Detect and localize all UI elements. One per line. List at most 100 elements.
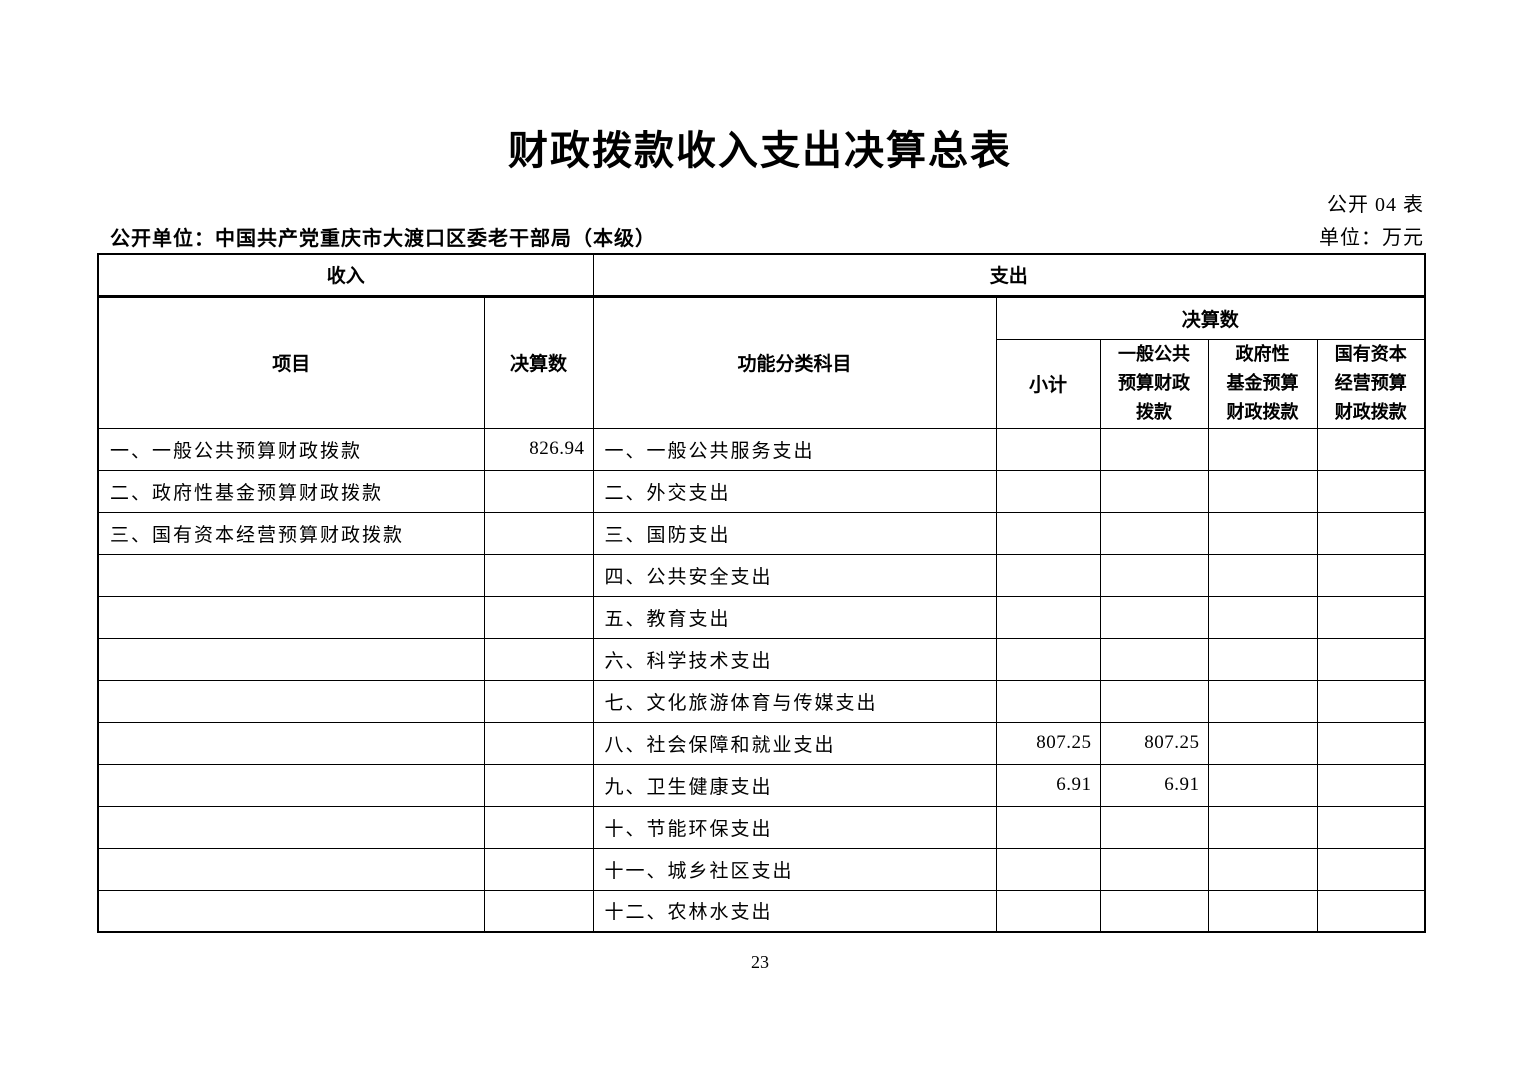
table-row: 小计 一般公共 预算财政 拨款 政府性 基金预算 财政拨款 国有资本 经营预算 … bbox=[98, 338, 1426, 429]
expense-item-cell: 十、节能环保支出 bbox=[592, 805, 997, 849]
state-capital-cell bbox=[1316, 427, 1426, 471]
state-capital-cell bbox=[1316, 469, 1426, 513]
subtotal-cell bbox=[995, 469, 1101, 513]
table-row: 三、国有资本经营预算财政拨款 三、国防支出 bbox=[97, 511, 1426, 555]
gov-fund-cell bbox=[1207, 679, 1318, 723]
expense-item-cell: 十一、城乡社区支出 bbox=[592, 847, 997, 891]
subtotal-cell bbox=[995, 553, 1101, 597]
table-row: 四、公共安全支出 bbox=[97, 553, 1426, 597]
table-row: 十一、城乡社区支出 bbox=[97, 847, 1426, 891]
income-amount-cell bbox=[483, 469, 594, 513]
income-amount-cell bbox=[483, 763, 594, 807]
gov-fund-cell bbox=[1207, 511, 1318, 555]
gov-fund-cell bbox=[1207, 847, 1318, 891]
expense-item-cell: 十二、农林水支出 bbox=[592, 889, 997, 933]
state-capital-column-header: 国有资本 经营预算 财政拨款 bbox=[1316, 338, 1426, 429]
table-row: 八、社会保障和就业支出 807.25 807.25 bbox=[97, 721, 1426, 765]
general-budget-cell bbox=[1099, 553, 1209, 597]
state-capital-cell bbox=[1316, 679, 1426, 723]
gov-fund-column-header: 政府性 基金预算 财政拨款 bbox=[1207, 338, 1318, 429]
table-row: 一、一般公共预算财政拨款 826.94 一、一般公共服务支出 bbox=[97, 427, 1426, 471]
gov-fund-cell bbox=[1207, 553, 1318, 597]
income-item-cell: 一、一般公共预算财政拨款 bbox=[97, 427, 485, 471]
gov-fund-cell bbox=[1207, 637, 1318, 681]
gov-fund-cell bbox=[1207, 805, 1318, 849]
general-budget-cell bbox=[1099, 679, 1209, 723]
table-row: 项目 决算数 功能分类科目 决算数 bbox=[97, 295, 1426, 429]
general-budget-cell bbox=[1099, 637, 1209, 681]
gov-fund-cell bbox=[1207, 763, 1318, 807]
income-amount-cell bbox=[483, 553, 594, 597]
income-amount-cell bbox=[483, 511, 594, 555]
general-budget-cell bbox=[1099, 889, 1209, 933]
state-capital-cell bbox=[1316, 763, 1426, 807]
general-budget-cell bbox=[1099, 847, 1209, 891]
income-item-cell bbox=[97, 679, 485, 723]
state-capital-cell bbox=[1316, 847, 1426, 891]
income-item-cell bbox=[97, 847, 485, 891]
expense-item-cell: 四、公共安全支出 bbox=[592, 553, 997, 597]
subtotal-cell bbox=[995, 805, 1101, 849]
expense-item-cell: 九、卫生健康支出 bbox=[592, 763, 997, 807]
income-item-cell: 三、国有资本经营预算财政拨款 bbox=[97, 511, 485, 555]
income-item-cell bbox=[97, 637, 485, 681]
table-row: 二、政府性基金预算财政拨款 二、外交支出 bbox=[97, 469, 1426, 513]
subtotal-cell bbox=[995, 637, 1101, 681]
income-section-header: 收入 bbox=[97, 253, 594, 298]
state-capital-cell bbox=[1316, 553, 1426, 597]
subtotal-cell: 807.25 bbox=[995, 721, 1101, 765]
income-item-cell bbox=[97, 553, 485, 597]
gov-fund-cell bbox=[1207, 427, 1318, 471]
income-item-cell: 二、政府性基金预算财政拨款 bbox=[97, 469, 485, 513]
table-row: 六、科学技术支出 bbox=[97, 637, 1426, 681]
state-capital-cell bbox=[1316, 637, 1426, 681]
subtotal-cell bbox=[995, 511, 1101, 555]
expense-item-cell: 六、科学技术支出 bbox=[592, 637, 997, 681]
gov-fund-cell bbox=[1207, 469, 1318, 513]
general-budget-cell bbox=[1099, 805, 1209, 849]
subtotal-column-header: 小计 bbox=[995, 338, 1101, 429]
income-amount-cell bbox=[483, 847, 594, 891]
income-item-cell bbox=[97, 889, 485, 933]
page-title: 财政拨款收入支出决算总表 bbox=[508, 129, 1012, 173]
expense-section-header: 支出 bbox=[592, 253, 1426, 298]
fiscal-summary-table: 收入 支出 项目 决算数 功能分类科目 决算数 小计 一般公共 预算财政 拨款 … bbox=[97, 253, 1427, 933]
subtotal-cell: 6.91 bbox=[995, 763, 1101, 807]
income-item-column-header: 项目 bbox=[97, 295, 485, 429]
gov-fund-cell bbox=[1207, 721, 1318, 765]
subtotal-cell bbox=[995, 889, 1101, 933]
table-code-label: 公开 04 表 bbox=[1327, 194, 1424, 216]
expense-item-cell: 七、文化旅游体育与传媒支出 bbox=[592, 679, 997, 723]
page-number: 23 bbox=[751, 952, 769, 972]
state-capital-cell bbox=[1316, 805, 1426, 849]
income-item-cell bbox=[97, 763, 485, 807]
income-amount-cell: 826.94 bbox=[483, 427, 594, 471]
income-item-cell bbox=[97, 721, 485, 765]
table-row: 九、卫生健康支出 6.91 6.91 bbox=[97, 763, 1426, 807]
table-row: 五、教育支出 bbox=[97, 595, 1426, 639]
general-budget-cell bbox=[1099, 511, 1209, 555]
state-capital-cell bbox=[1316, 721, 1426, 765]
expense-item-cell: 一、一般公共服务支出 bbox=[592, 427, 997, 471]
income-amount-cell bbox=[483, 721, 594, 765]
income-amount-cell bbox=[483, 637, 594, 681]
gov-fund-cell bbox=[1207, 889, 1318, 933]
state-capital-cell bbox=[1316, 595, 1426, 639]
table-row: 十二、农林水支出 bbox=[97, 889, 1426, 933]
expense-item-cell: 二、外交支出 bbox=[592, 469, 997, 513]
income-amount-cell bbox=[483, 805, 594, 849]
subtotal-cell bbox=[995, 847, 1101, 891]
general-budget-cell bbox=[1099, 427, 1209, 471]
expense-amount-group-header: 决算数 bbox=[995, 295, 1426, 340]
subtotal-cell bbox=[995, 427, 1101, 471]
general-budget-cell bbox=[1099, 469, 1209, 513]
state-capital-cell bbox=[1316, 511, 1426, 555]
expense-item-cell: 三、国防支出 bbox=[592, 511, 997, 555]
subtotal-cell bbox=[995, 679, 1101, 723]
currency-unit-label: 单位：万元 bbox=[1319, 227, 1424, 249]
income-amount-cell bbox=[483, 679, 594, 723]
income-amount-cell bbox=[483, 889, 594, 933]
income-item-cell bbox=[97, 805, 485, 849]
income-amount-cell bbox=[483, 595, 594, 639]
